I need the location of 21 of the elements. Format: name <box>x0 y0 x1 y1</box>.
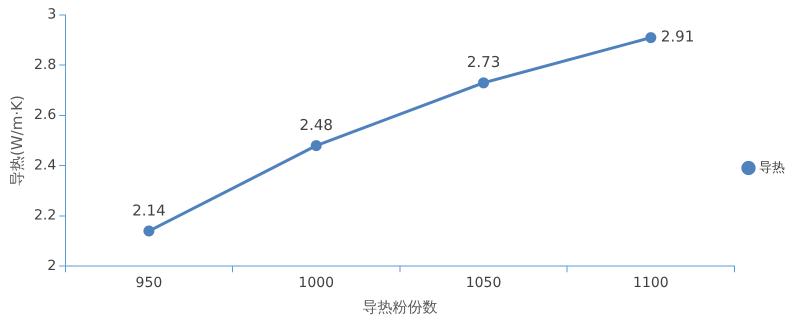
data-label: 2.73 <box>466 53 500 72</box>
point <box>310 140 322 152</box>
data-label: 2.48 <box>300 116 333 134</box>
y-axis-title: 导热(W/m·K) <box>8 95 26 186</box>
x-tick-label: 1000 <box>298 275 334 292</box>
x-tick-label: 1100 <box>633 275 669 292</box>
x-tick-label: 1050 <box>466 275 502 292</box>
y-tick-label: 2.2 <box>34 208 56 224</box>
y-tick-label: 2 <box>47 258 56 274</box>
data-label: 2.91 <box>660 28 694 46</box>
data-label: 2.14 <box>132 201 166 220</box>
x-tick-label: 950 <box>136 275 162 292</box>
point <box>645 32 656 44</box>
y-tick-label: 2.8 <box>34 56 56 73</box>
point <box>478 77 490 88</box>
legend-label: 导热 <box>759 160 785 176</box>
y-tick-label: 2.6 <box>34 107 56 124</box>
y-tick-label: 3 <box>47 6 56 23</box>
y-tick-label: 2.4 <box>34 157 56 174</box>
x-axis-title: 导热粉份数 <box>362 298 438 316</box>
point <box>143 226 154 237</box>
